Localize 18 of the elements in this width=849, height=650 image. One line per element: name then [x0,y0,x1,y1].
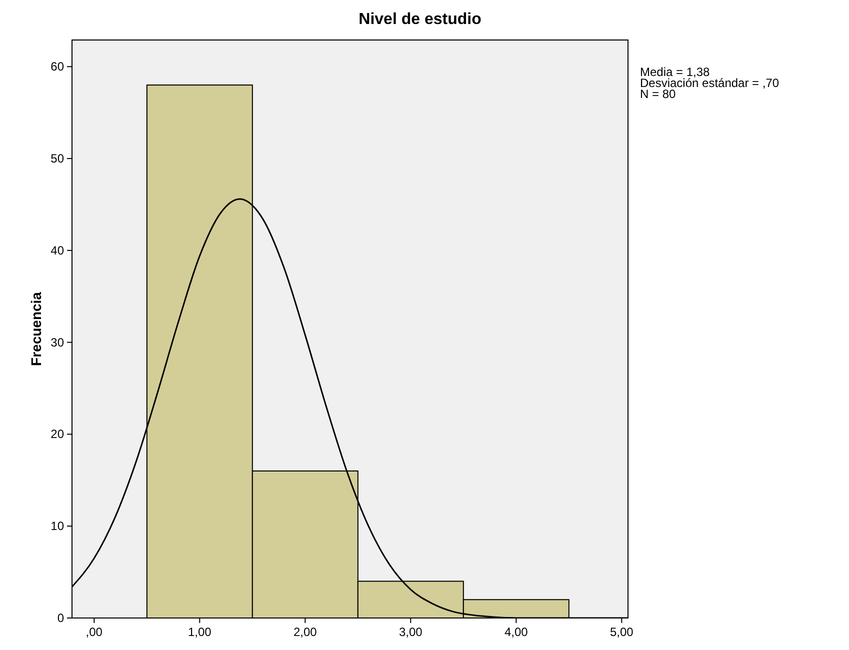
x-tick-label: 1,00 [188,625,212,639]
y-tick-label: 40 [50,243,64,258]
text: N = 80 [640,87,676,101]
y-tick-label: 60 [50,60,64,74]
x-tick-label: ,00 [86,625,103,639]
x-tick-label: 3,00 [398,625,423,639]
text: Desviación estándar = ,70 [640,76,780,90]
y-axis-title: Frecuencia [28,292,44,366]
y-tick-label: 20 [50,427,64,442]
y-tick-label: 30 [50,335,64,350]
x-tick-label: 4,00 [504,625,528,639]
text: Media = 1,38 [640,65,710,79]
chart-title: Nivel de estudio [358,11,482,28]
y-tick-label: 10 [50,519,64,534]
x-tick-label: 2,00 [293,625,318,639]
x-tick-label: 5,00 [610,625,634,639]
y-tick-label: 50 [50,152,64,166]
y-tick-label: 0 [57,611,64,625]
